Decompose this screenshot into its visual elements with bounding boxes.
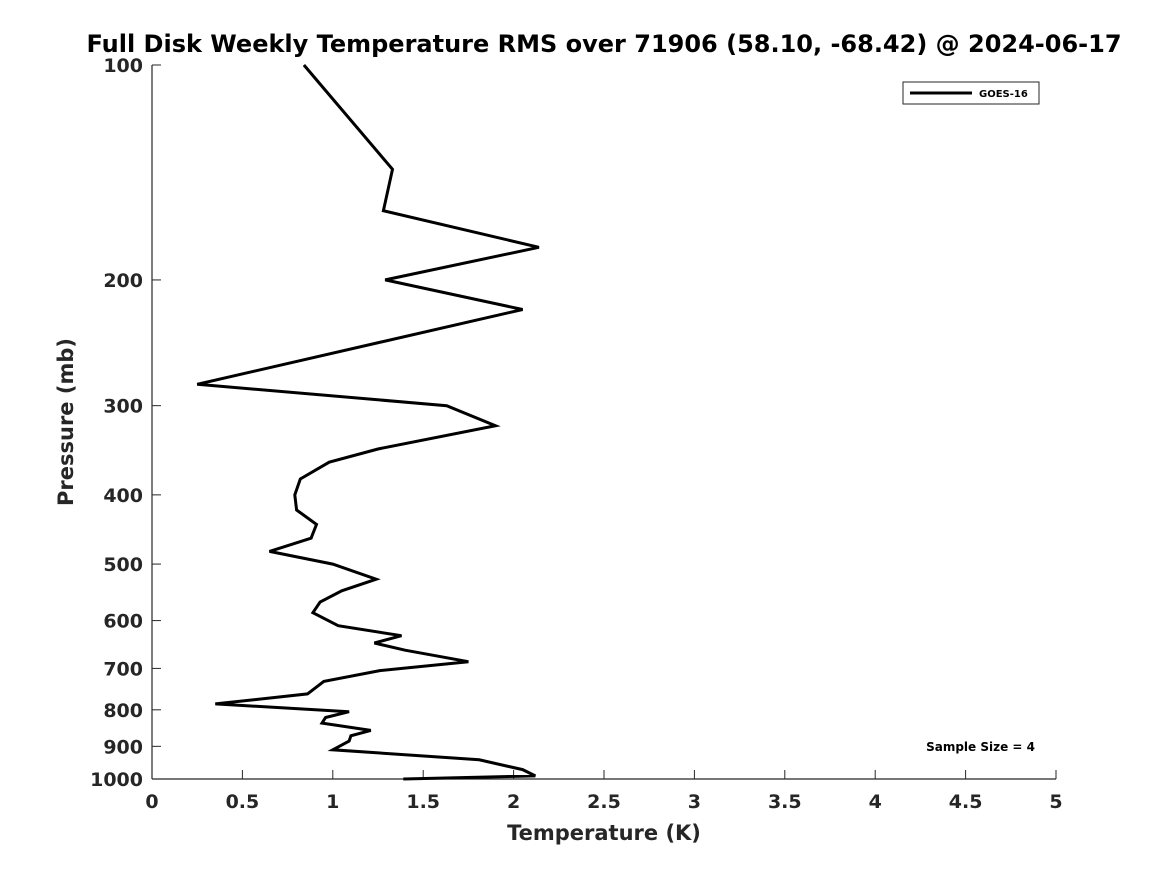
x-tick-label: 4 xyxy=(869,791,882,813)
chart-title: Full Disk Weekly Temperature RMS over 71… xyxy=(86,30,1121,58)
y-tick-label: 500 xyxy=(103,554,143,576)
y-axis-label: Pressure (mb) xyxy=(54,338,78,506)
y-tick-label: 600 xyxy=(103,611,143,633)
x-tick-label: 1.5 xyxy=(406,791,440,813)
y-tick-label: 700 xyxy=(103,658,143,680)
x-ticks: 0 0.5 1 1.5 2 2.5 3 3.5 4 4.5 5 xyxy=(145,770,1063,813)
x-tick-label: 1 xyxy=(326,791,339,813)
y-tick-label: 200 xyxy=(103,270,143,292)
x-tick-label: 0.5 xyxy=(226,791,260,813)
y-tick-label: 400 xyxy=(103,485,143,507)
y-tick-label: 800 xyxy=(103,700,143,722)
x-tick-label: 2.5 xyxy=(587,791,621,813)
y-tick-label: 900 xyxy=(103,736,143,758)
y-ticks: 100 200 300 400 500 600 700 800 900 1000 xyxy=(90,55,161,791)
series-line-goes-16 xyxy=(196,64,540,781)
x-tick-label: 4.5 xyxy=(949,791,983,813)
x-tick-label: 0 xyxy=(145,791,158,813)
x-tick-label: 3 xyxy=(688,791,701,813)
x-tick-label: 3.5 xyxy=(768,791,802,813)
legend-label-goes-16: GOES-16 xyxy=(979,89,1028,100)
x-tick-label: 2 xyxy=(507,791,520,813)
sample-size-annotation: Sample Size = 4 xyxy=(926,740,1035,754)
x-axis-label: Temperature (K) xyxy=(507,821,701,845)
y-tick-label: 1000 xyxy=(90,769,143,791)
series-layer xyxy=(196,64,540,781)
x-tick-label: 5 xyxy=(1049,791,1062,813)
y-tick-label: 300 xyxy=(103,396,143,418)
legend: GOES-16 xyxy=(902,81,1040,105)
y-tick-label: 100 xyxy=(103,55,143,77)
